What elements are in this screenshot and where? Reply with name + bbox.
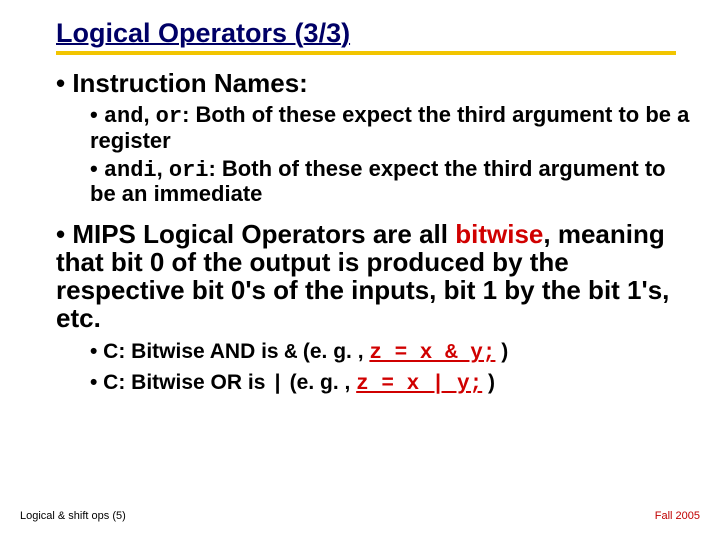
slide: Logical Operators (3/3) • Instruction Na… — [0, 0, 720, 540]
title-wrap: Logical Operators (3/3) — [56, 18, 692, 49]
bitwise-highlight: bitwise — [455, 219, 543, 249]
bullet-c-or: • C: Bitwise OR is | (e. g. , z = x | y;… — [90, 371, 692, 397]
bullet-andi-ori: • andi, ori: Both of these expect the th… — [90, 157, 692, 207]
slide-title: Logical Operators (3/3) — [56, 18, 350, 48]
title-rule — [56, 51, 676, 55]
code-or: or — [156, 104, 182, 129]
c-and-code: z = x & y; — [369, 342, 495, 365]
c-or-pre: • C: Bitwise OR is — [90, 371, 271, 394]
bullet-c-and: • C: Bitwise AND is & (e. g. , z = x & y… — [90, 340, 692, 366]
c-and-mid: (e. g. , — [297, 340, 369, 363]
bitwise-paragraph: • MIPS Logical Operators are all bitwise… — [56, 220, 692, 332]
c-and-close: ) — [495, 340, 508, 363]
footer-right: Fall 2005 — [655, 510, 700, 522]
c-and-op: & — [284, 342, 297, 365]
sep: , — [143, 102, 155, 127]
footer: Logical & shift ops (5) Fall 2005 — [20, 510, 700, 522]
content: • Instruction Names: • and, or: Both of … — [28, 69, 692, 397]
code-ori: ori — [169, 158, 209, 183]
code-andi: andi — [104, 158, 157, 183]
instruction-names-heading: • Instruction Names: — [56, 69, 692, 97]
c-and-pre: • C: Bitwise AND is — [90, 340, 284, 363]
sep: , — [157, 156, 169, 181]
bitwise-pre: • MIPS Logical Operators are all — [56, 219, 455, 249]
c-or-close: ) — [482, 371, 495, 394]
c-or-mid: (e. g. , — [284, 371, 356, 394]
footer-left: Logical & shift ops (5) — [20, 510, 126, 522]
c-or-op: | — [271, 373, 284, 396]
code-and: and — [104, 104, 144, 129]
c-or-code: z = x | y; — [356, 373, 482, 396]
bullet-and-or: • and, or: Both of these expect the thir… — [90, 103, 692, 153]
